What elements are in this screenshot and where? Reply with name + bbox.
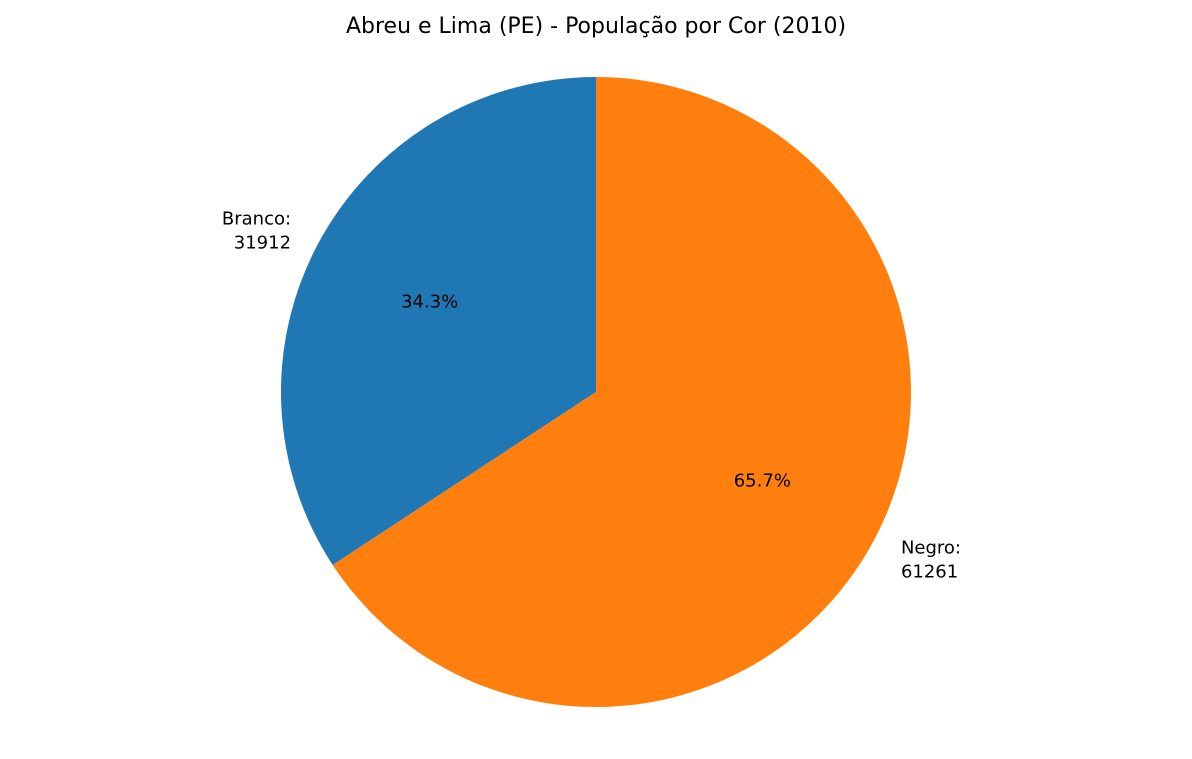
slice-value-label: 61261 — [901, 562, 958, 583]
slice-outer-label: Negro: 61261 — [901, 538, 961, 583]
chart-title: Abreu e Lima (PE) - População por Cor (2… — [346, 14, 846, 39]
slice-value-label: 31912 — [234, 232, 291, 253]
pie-slice-0 — [281, 77, 596, 565]
slice-percent-label: 65.7% — [734, 471, 791, 492]
slice-outer-label: Branco: 31912 — [222, 208, 291, 253]
pie-slice-1 — [332, 77, 912, 707]
pie-slices — [281, 77, 912, 707]
slice-category-label: Branco: — [222, 208, 291, 229]
slice-percent-label: 34.3% — [401, 291, 458, 312]
slice-category-label: Negro: — [901, 538, 961, 559]
pie-labels: 34.3% Branco: 31912 65.7% Negro: 61261 — [222, 208, 961, 582]
